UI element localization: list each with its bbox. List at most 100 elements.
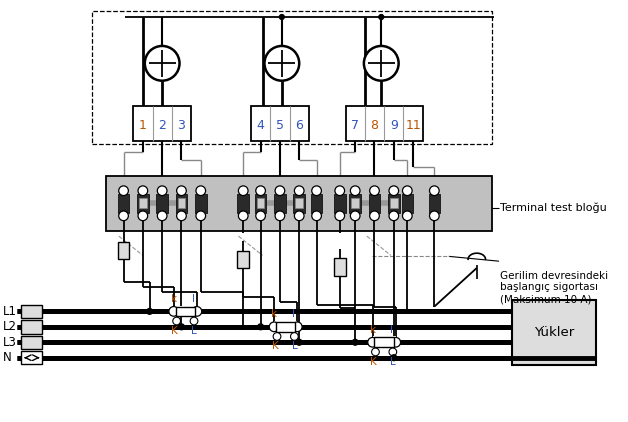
Circle shape xyxy=(430,211,439,221)
Text: k: k xyxy=(271,309,277,319)
Text: N: N xyxy=(3,351,12,364)
Bar xyxy=(255,194,266,213)
Circle shape xyxy=(138,211,148,221)
Text: 1: 1 xyxy=(139,119,147,132)
Circle shape xyxy=(389,348,397,356)
Circle shape xyxy=(335,211,345,221)
Bar xyxy=(372,336,396,348)
Bar xyxy=(334,258,345,276)
Circle shape xyxy=(158,186,167,195)
Bar xyxy=(512,300,597,365)
Circle shape xyxy=(296,339,302,345)
Circle shape xyxy=(295,211,304,221)
Text: L1: L1 xyxy=(3,305,17,318)
Circle shape xyxy=(403,186,412,195)
Text: 7: 7 xyxy=(351,119,359,132)
Bar xyxy=(293,194,305,213)
Text: L3: L3 xyxy=(3,336,17,349)
Circle shape xyxy=(335,186,345,195)
Text: 6: 6 xyxy=(295,119,303,132)
Circle shape xyxy=(370,211,379,221)
Bar xyxy=(257,198,264,208)
Circle shape xyxy=(279,15,284,19)
Bar xyxy=(21,305,43,318)
Circle shape xyxy=(311,186,322,195)
Circle shape xyxy=(196,211,205,221)
Circle shape xyxy=(257,324,264,330)
Circle shape xyxy=(389,186,399,195)
Bar xyxy=(428,194,440,213)
Circle shape xyxy=(176,186,187,195)
Text: 9: 9 xyxy=(390,119,398,132)
Text: 5: 5 xyxy=(276,119,284,132)
Circle shape xyxy=(352,339,358,345)
Bar xyxy=(237,194,249,213)
Circle shape xyxy=(264,46,299,81)
Circle shape xyxy=(350,211,360,221)
Bar xyxy=(176,306,195,316)
Circle shape xyxy=(370,186,379,195)
Circle shape xyxy=(275,186,284,195)
Circle shape xyxy=(311,211,322,221)
Bar xyxy=(156,194,168,213)
Circle shape xyxy=(275,211,284,221)
Text: 4: 4 xyxy=(257,119,264,132)
Bar xyxy=(274,194,286,213)
Bar xyxy=(137,194,149,213)
Circle shape xyxy=(403,211,412,221)
Text: l: l xyxy=(292,309,295,319)
Text: l: l xyxy=(192,294,195,304)
Bar xyxy=(178,198,185,208)
Text: 3: 3 xyxy=(178,119,185,132)
Circle shape xyxy=(389,211,399,221)
Circle shape xyxy=(138,186,148,195)
Circle shape xyxy=(119,186,128,195)
Circle shape xyxy=(379,15,384,19)
Bar xyxy=(21,351,43,365)
Bar xyxy=(92,11,492,144)
Bar xyxy=(118,194,129,213)
Bar xyxy=(274,321,297,333)
Bar xyxy=(106,176,492,231)
Circle shape xyxy=(295,186,304,195)
Circle shape xyxy=(178,324,185,330)
Bar xyxy=(133,106,191,141)
Bar xyxy=(21,335,43,349)
Circle shape xyxy=(145,46,180,81)
Bar xyxy=(195,194,207,213)
Bar xyxy=(369,194,381,213)
Bar xyxy=(390,198,398,208)
Text: Gerilim devresindeki
başlangıç sigortası
(Maksimum 10 A): Gerilim devresindeki başlangıç sigortası… xyxy=(500,271,608,304)
Bar xyxy=(276,322,295,332)
Circle shape xyxy=(273,333,281,340)
Text: K: K xyxy=(370,357,377,367)
Circle shape xyxy=(119,211,128,221)
Bar xyxy=(345,106,423,141)
Bar xyxy=(311,194,322,213)
Circle shape xyxy=(293,322,302,332)
Text: L: L xyxy=(291,341,297,351)
Circle shape xyxy=(391,338,401,347)
Bar xyxy=(334,194,345,213)
Circle shape xyxy=(350,186,360,195)
Circle shape xyxy=(239,211,248,221)
Text: K: K xyxy=(272,341,278,351)
Circle shape xyxy=(239,186,248,195)
Circle shape xyxy=(196,186,205,195)
Circle shape xyxy=(256,186,266,195)
Circle shape xyxy=(372,348,379,356)
Bar xyxy=(251,106,309,141)
Text: L: L xyxy=(191,326,197,335)
Bar xyxy=(374,338,394,347)
Bar xyxy=(176,194,187,213)
Text: Yükler: Yükler xyxy=(534,326,574,339)
Bar xyxy=(351,198,359,208)
Text: K: K xyxy=(171,326,178,335)
Bar xyxy=(21,320,43,333)
Text: 2: 2 xyxy=(158,119,166,132)
Circle shape xyxy=(256,211,266,221)
Bar xyxy=(401,194,413,213)
Bar xyxy=(388,194,399,213)
Circle shape xyxy=(192,306,202,316)
Text: k: k xyxy=(369,325,376,335)
